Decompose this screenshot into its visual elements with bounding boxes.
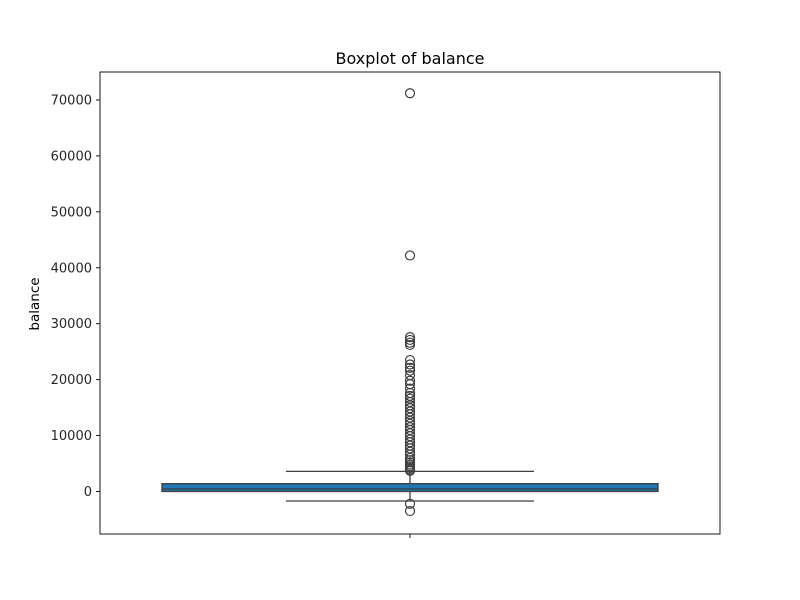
outlier-point [404,498,416,509]
outlier-point [404,359,416,370]
y-tick-label: 20000 [51,373,92,388]
outlier-point [404,449,416,460]
outlier-point [404,465,416,476]
y-tick-label: 30000 [51,317,92,332]
y-tick-label: 70000 [51,93,92,108]
y-tick-label: 10000 [51,429,92,444]
outlier-point [404,332,416,343]
y-tick-label: 40000 [51,261,92,276]
y-axis-ticks: 0 10000 20000 30000 40000 50000 60000 70000 [51,93,100,500]
plot-frame [99,71,721,535]
outlier-point [404,365,416,376]
y-axis-label: balance [27,277,43,330]
iqr-box [161,483,659,493]
outlier-point [404,250,416,261]
outlier-point [404,362,416,373]
outlier-point [404,339,416,351]
plot-area [161,88,659,517]
outlier-point [404,334,416,346]
outlier-point [404,446,416,457]
outlier-point [404,375,416,386]
outlier-point [404,383,416,394]
outlier-point [404,88,416,99]
y-tick-label: 60000 [51,149,92,164]
y-tick-label: 50000 [51,205,92,220]
outlier-point [404,354,416,366]
chart-title: Boxplot of balance [336,49,485,68]
outlier-point [404,505,416,517]
y-tick-label: 0 [84,485,92,500]
